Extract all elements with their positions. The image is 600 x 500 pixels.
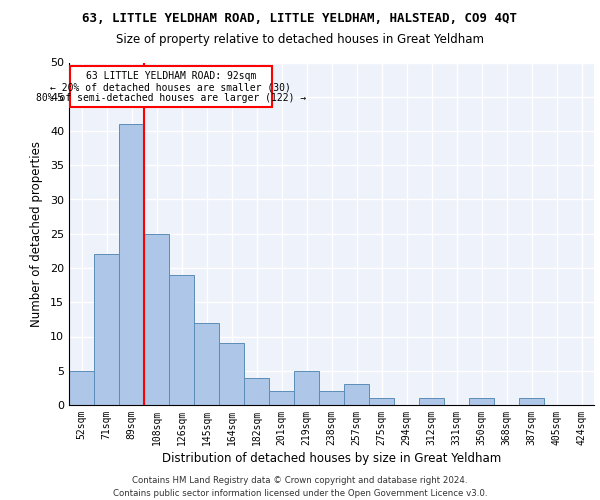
Bar [244,378,269,405]
Bar [69,371,94,405]
Bar [169,275,194,405]
Bar [219,344,244,405]
Text: ← 20% of detached houses are smaller (30): ← 20% of detached houses are smaller (30… [50,82,292,92]
Bar [344,384,369,405]
Bar [269,392,294,405]
Bar [419,398,444,405]
Bar [294,371,319,405]
Bar [119,124,144,405]
Bar [94,254,119,405]
X-axis label: Distribution of detached houses by size in Great Yeldham: Distribution of detached houses by size … [162,452,501,465]
Bar [319,392,344,405]
Text: 63 LITTLE YELDHAM ROAD: 92sqm: 63 LITTLE YELDHAM ROAD: 92sqm [86,72,256,82]
Text: Size of property relative to detached houses in Great Yeldham: Size of property relative to detached ho… [116,32,484,46]
Bar [519,398,544,405]
FancyBboxPatch shape [70,66,271,107]
Bar [194,323,219,405]
Y-axis label: Number of detached properties: Number of detached properties [30,141,43,327]
Bar [469,398,494,405]
Text: 63, LITTLE YELDHAM ROAD, LITTLE YELDHAM, HALSTEAD, CO9 4QT: 63, LITTLE YELDHAM ROAD, LITTLE YELDHAM,… [83,12,517,26]
Text: 80% of semi-detached houses are larger (122) →: 80% of semi-detached houses are larger (… [36,94,306,104]
Bar [369,398,394,405]
Bar [144,234,169,405]
Text: Contains HM Land Registry data © Crown copyright and database right 2024.
Contai: Contains HM Land Registry data © Crown c… [113,476,487,498]
